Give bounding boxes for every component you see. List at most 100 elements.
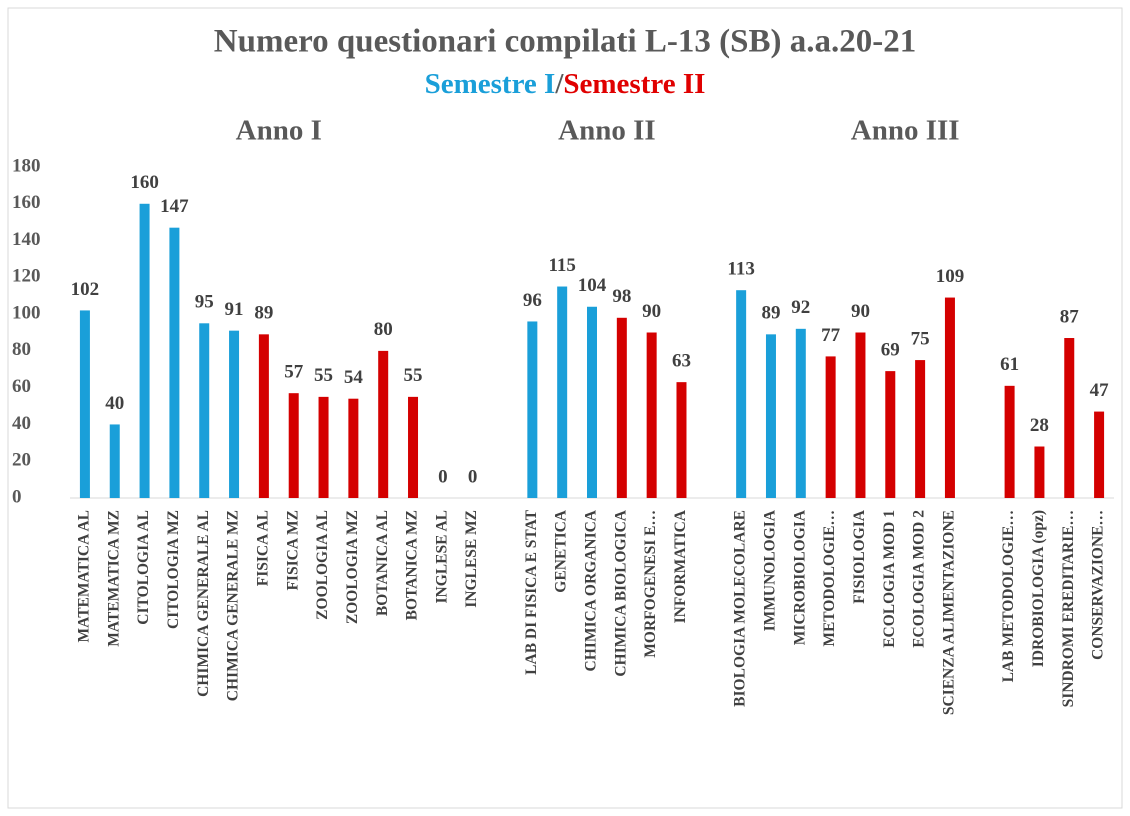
x-tick-label: ZOOLOGIA AL <box>314 510 331 620</box>
bar <box>288 393 299 498</box>
x-tick-label: ECOLOGIA MOD 1 <box>881 510 898 648</box>
x-tick-label: SINDROMI EREDITARIE… <box>1060 510 1077 707</box>
value-label: 80 <box>374 319 393 340</box>
x-tick-label: LAB DI FISICA E STAT <box>523 509 540 674</box>
value-label: 54 <box>344 367 364 388</box>
x-tick-label: BOTANICA AL <box>374 510 391 616</box>
value-label: 0 <box>438 466 448 487</box>
x-tick-label: LAB METODOLOGIE… <box>1000 510 1017 682</box>
x-tick-label: BIOLOGIA MOLECOLARE <box>732 510 749 707</box>
value-label: 160 <box>130 172 159 193</box>
bar <box>915 360 926 498</box>
value-label: 40 <box>105 393 124 414</box>
value-label: 69 <box>881 339 900 360</box>
value-label: 102 <box>71 279 100 300</box>
subtitle-part: Semestre I <box>425 68 556 100</box>
value-label: 28 <box>1030 415 1049 436</box>
y-tick-label: 100 <box>12 302 41 323</box>
y-tick-label: 180 <box>12 155 41 176</box>
x-tick-label: MICROBIOLOGIA <box>791 509 808 645</box>
value-label: 113 <box>727 259 754 280</box>
y-tick-label: 140 <box>12 229 41 250</box>
x-tick-label: CONSERVAZIONE… <box>1090 510 1107 660</box>
x-tick-label: BOTANICA MZ <box>404 510 421 620</box>
x-tick-label: FISIOLOGIA <box>851 509 868 604</box>
bar <box>1034 446 1045 498</box>
bar <box>139 203 150 498</box>
bar <box>676 382 687 498</box>
value-label: 98 <box>612 286 631 307</box>
subtitle-part: Semestre II <box>563 68 705 100</box>
y-tick-label: 80 <box>12 339 31 360</box>
bar <box>885 371 896 498</box>
value-label: 96 <box>523 290 542 311</box>
x-tick-label: CITOLOGIA AL <box>135 510 152 625</box>
value-label: 57 <box>284 362 304 383</box>
value-label: 47 <box>1090 380 1110 401</box>
value-label: 87 <box>1060 306 1080 327</box>
x-tick-label: IMMUNOLOGIA <box>762 509 779 631</box>
bar <box>855 332 866 498</box>
group-label: Anno II <box>558 115 656 147</box>
bar <box>765 334 776 498</box>
bar <box>109 424 120 498</box>
y-tick-label: 120 <box>12 266 41 287</box>
x-tick-label: ZOOLOGIA MZ <box>344 510 361 624</box>
value-label: 90 <box>642 301 661 322</box>
value-label: 95 <box>195 292 214 313</box>
value-label: 63 <box>672 351 691 372</box>
value-label: 89 <box>254 303 273 324</box>
x-tick-label: INFORMATICA <box>672 509 689 623</box>
x-tick-label: SCIENZA ALIMENTAZIONE <box>941 510 958 715</box>
x-tick-label: MORFOGENESI E… <box>642 510 659 658</box>
bar <box>587 306 597 498</box>
x-tick-label: INGLESE MZ <box>463 510 480 608</box>
bar <box>258 334 269 498</box>
bar <box>348 398 359 498</box>
group-label: Anno I <box>236 115 322 147</box>
bar <box>1004 385 1015 498</box>
value-label: 61 <box>1000 354 1019 375</box>
x-tick-label: GENETICA <box>553 509 570 592</box>
bar <box>825 356 836 498</box>
bar <box>557 286 568 498</box>
value-label: 89 <box>761 303 780 324</box>
x-tick-label: INGLESE AL <box>433 510 450 603</box>
value-label: 104 <box>578 275 607 296</box>
y-tick-label: 40 <box>12 413 31 434</box>
bar <box>616 317 627 498</box>
y-tick-label: 60 <box>12 376 31 397</box>
x-tick-label: MATEMATICA AL <box>75 510 92 642</box>
value-label: 75 <box>911 328 930 349</box>
x-tick-label: CHIMICA GENERALE AL <box>195 510 212 697</box>
x-tick-label: CHIMICA GENERALE MZ <box>225 510 242 701</box>
bar <box>318 396 329 498</box>
value-label: 90 <box>851 301 870 322</box>
x-tick-label: CHIMICA ORGANICA <box>583 509 600 671</box>
x-tick-label: MATEMATICA MZ <box>105 510 122 647</box>
value-label: 0 <box>468 466 478 487</box>
bar <box>1064 338 1075 498</box>
bar <box>527 321 538 498</box>
chart-title: Numero questionari compilati L-13 (SB) a… <box>214 24 916 60</box>
value-label: 109 <box>936 266 965 287</box>
value-label: 55 <box>404 365 423 386</box>
y-tick-label: 160 <box>12 192 41 213</box>
bar <box>408 396 419 498</box>
x-tick-label: ECOLOGIA MOD 2 <box>911 510 928 648</box>
x-tick-label: CITOLOGIA MZ <box>165 510 182 629</box>
chart-subtitle: Semestre I/Semestre II <box>425 68 706 100</box>
bar <box>646 332 657 498</box>
y-tick-label: 0 <box>12 486 22 507</box>
x-tick-label: IDROBIOLOGIA (opz) <box>1030 510 1047 667</box>
bar <box>169 227 180 498</box>
x-tick-label: CHIMICA BIOLOGICA <box>612 509 629 676</box>
value-label: 77 <box>821 325 841 346</box>
bar <box>736 290 747 498</box>
bar <box>229 330 240 498</box>
group-label: Anno III <box>851 115 960 147</box>
y-tick-label: 20 <box>12 450 31 471</box>
value-label: 115 <box>548 255 575 276</box>
bar <box>944 297 955 498</box>
